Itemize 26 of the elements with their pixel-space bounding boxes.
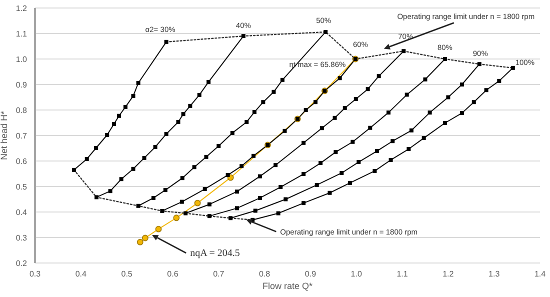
- y-tick-label: 0.3: [16, 233, 28, 242]
- y-tick-label: 0.8: [16, 106, 28, 115]
- x-tick-label: 1.0: [350, 270, 362, 279]
- y-tick-label: 0.2: [16, 258, 28, 268]
- x-tick-label: 0.3: [29, 270, 42, 279]
- x-axis-title: Flow rate Q*: [262, 281, 314, 291]
- x-tick-label: 0.5: [121, 270, 133, 279]
- y-tick-label: 1.1: [16, 29, 28, 38]
- y-axis-title: Net head H*: [0, 110, 10, 160]
- y-tick-label: 0.7: [16, 131, 28, 140]
- x-tick-label: 1.4: [534, 270, 546, 279]
- x-tick-label: 0.9: [304, 270, 317, 279]
- x-tick-label: 0.6: [167, 270, 179, 279]
- x-tick-label: 1.3: [488, 270, 500, 279]
- y-tick-label: 0.6: [16, 156, 28, 166]
- x-tick-label: 0.4: [75, 270, 88, 279]
- y-tick-label: 0.9: [16, 80, 28, 90]
- x-tick-label: 0.8: [258, 270, 271, 279]
- annotation: nqA = 204.5: [190, 248, 240, 259]
- x-tick-label: 1.2: [442, 270, 454, 279]
- y-tick-label: 1.0: [16, 54, 28, 64]
- x-tick-label: 0.7: [213, 270, 225, 279]
- y-tick-label: 0.4: [16, 208, 28, 217]
- y-tick-label: 0.5: [16, 182, 28, 192]
- y-tick-label: 1.2: [16, 4, 28, 13]
- x-tick-label: 1.1: [396, 270, 408, 279]
